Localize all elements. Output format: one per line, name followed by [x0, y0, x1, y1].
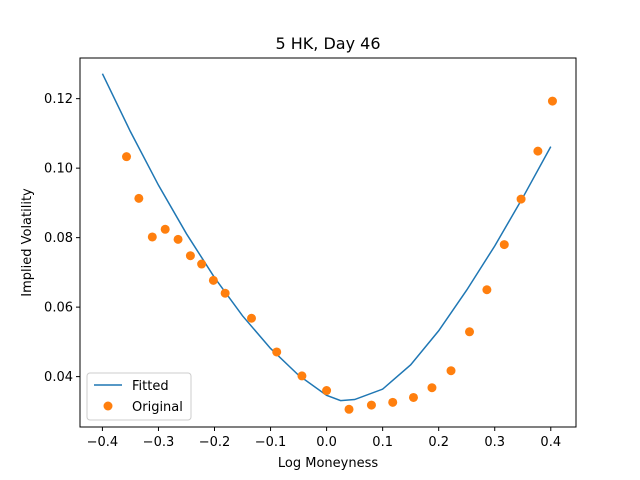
legend-fitted-label: Fitted — [132, 379, 169, 394]
data-point-original — [366, 400, 376, 410]
data-point-original — [322, 386, 332, 396]
y-tick-label: 0.08 — [44, 231, 73, 246]
data-point-original — [220, 288, 230, 298]
data-point-original — [208, 275, 218, 285]
x-tick-label: −0.1 — [255, 435, 287, 450]
axes-frame — [79, 57, 577, 428]
x-tick-label: −0.4 — [87, 435, 119, 450]
x-tick-label: −0.2 — [199, 435, 231, 450]
data-point-original — [427, 383, 437, 393]
data-point-original — [533, 146, 543, 156]
y-axis: 0.04 0.06 0.08 0.10 0.12 — [44, 92, 80, 385]
x-tick-label: 0.1 — [372, 435, 393, 450]
data-point-original — [185, 251, 195, 261]
data-point-original — [122, 152, 132, 162]
chart-title: 5 HK, Day 46 — [276, 34, 381, 53]
x-tick-label: 0.4 — [540, 435, 561, 450]
x-axis-label: Log Moneyness — [278, 456, 378, 471]
x-tick-label: −0.3 — [143, 435, 175, 450]
x-axis: −0.4 −0.3 −0.2 −0.1 0.0 0.1 0.2 0.3 0.4 — [87, 427, 561, 450]
y-axis-label: Implied Volatility — [20, 188, 35, 297]
data-point-original — [482, 285, 492, 295]
x-tick-label: 0.0 — [316, 435, 337, 450]
data-point-original — [388, 397, 398, 407]
data-point-original — [499, 240, 509, 250]
plot-area — [101, 73, 557, 414]
data-point-original — [547, 96, 557, 106]
y-tick-label: 0.10 — [44, 162, 73, 177]
data-point-original — [272, 347, 282, 357]
data-point-original — [147, 232, 157, 242]
y-tick-label: 0.06 — [44, 301, 73, 316]
data-point-original — [344, 404, 354, 414]
data-point-original — [465, 327, 475, 337]
legend-original-label: Original — [132, 400, 183, 415]
legend-original-marker — [103, 401, 113, 411]
data-point-original — [134, 193, 144, 203]
y-tick-label: 0.12 — [44, 92, 73, 107]
data-point-original — [197, 259, 207, 269]
data-point-original — [247, 313, 256, 323]
series-line-fitted — [101, 73, 552, 402]
x-tick-label: 0.3 — [484, 435, 505, 450]
legend: Fitted Original — [86, 372, 192, 421]
data-point-original — [297, 371, 307, 381]
data-point-original — [160, 224, 170, 234]
data-point-original — [446, 366, 456, 376]
y-tick-label: 0.04 — [44, 370, 73, 385]
data-point-original — [408, 392, 418, 402]
data-point-original — [516, 194, 526, 204]
x-tick-label: 0.2 — [428, 435, 449, 450]
data-point-original — [173, 234, 183, 244]
